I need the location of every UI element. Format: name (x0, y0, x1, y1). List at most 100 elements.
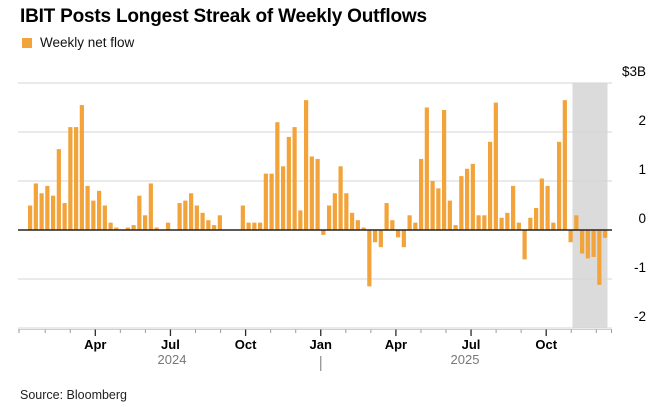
bar (240, 205, 245, 230)
bar (591, 230, 596, 257)
bar (499, 217, 504, 230)
bar (534, 207, 539, 230)
bar (183, 200, 188, 230)
bar (551, 222, 556, 230)
bar (407, 215, 412, 230)
bar (361, 227, 366, 230)
bar (424, 107, 429, 230)
bar (476, 215, 481, 230)
x-axis-month-label: Jul (161, 337, 180, 352)
x-axis-month-label: Apr (84, 337, 106, 352)
bar (373, 230, 378, 243)
bar (246, 222, 251, 230)
bar (568, 230, 573, 243)
bar (488, 141, 493, 230)
bar (148, 183, 153, 230)
legend-swatch-icon (22, 37, 32, 48)
bar (413, 222, 418, 230)
bar (332, 193, 337, 230)
y-axis-label: 0 (638, 211, 646, 226)
bar (574, 215, 579, 230)
highlight-band (572, 83, 608, 328)
bar (367, 230, 372, 287)
bar (74, 127, 79, 230)
bar (327, 205, 332, 230)
bar (453, 225, 458, 230)
bar (292, 127, 297, 230)
x-axis-month-label: Jan (310, 337, 332, 352)
bar (137, 195, 142, 230)
bar (539, 178, 544, 230)
bar (304, 100, 309, 231)
bar (355, 220, 360, 230)
x-axis-month-label: Oct (535, 337, 557, 352)
bar (516, 222, 521, 230)
bar (603, 230, 608, 238)
bar (401, 230, 406, 248)
bar (350, 212, 355, 230)
bar (97, 190, 102, 230)
bar (482, 215, 487, 230)
bar (200, 212, 205, 230)
bar (252, 222, 257, 230)
y-axis-label: 1 (638, 162, 646, 177)
source-note: Source: Bloomberg (20, 388, 128, 402)
legend: Weekly net flow (22, 35, 134, 50)
bar (263, 173, 268, 230)
bar (321, 230, 326, 235)
bar (56, 149, 61, 230)
bar (189, 193, 194, 230)
bar (79, 105, 84, 230)
legend-label: Weekly net flow (40, 35, 135, 50)
bar (206, 220, 211, 230)
bar (436, 188, 441, 230)
bar (528, 217, 533, 230)
bar (597, 230, 602, 285)
x-axis-year-label: 2025 (451, 352, 480, 367)
bar (522, 230, 527, 260)
bar (562, 100, 567, 231)
bar (309, 156, 314, 230)
bar (470, 163, 475, 230)
bar (258, 222, 263, 230)
bar (511, 185, 516, 230)
bar (143, 215, 148, 230)
bar (580, 230, 585, 254)
bar (419, 158, 424, 230)
bar (217, 215, 222, 230)
x-axis-month-label: Jul (462, 337, 481, 352)
bar (459, 176, 464, 230)
bar (62, 203, 67, 230)
bar (154, 227, 159, 230)
y-axis-label: -1 (634, 260, 646, 275)
chart-title: IBIT Posts Longest Streak of Weekly Outf… (20, 6, 427, 27)
bar (28, 205, 33, 230)
bar (344, 193, 349, 230)
bar (108, 222, 113, 230)
bar (51, 195, 56, 230)
bar (39, 193, 44, 230)
bar (338, 166, 343, 230)
bar (505, 212, 510, 230)
bar (447, 200, 452, 230)
bar (390, 220, 395, 230)
bar (275, 122, 280, 230)
bar (269, 173, 274, 230)
bar (212, 225, 217, 230)
x-axis-month-label: Apr (385, 337, 407, 352)
bar (102, 205, 107, 230)
bar (493, 102, 498, 230)
bar (545, 185, 550, 230)
bar (378, 230, 383, 248)
bar (585, 230, 590, 259)
bar (465, 168, 470, 230)
bar (33, 183, 38, 230)
y-axis-label: $3B (622, 64, 646, 79)
bar (281, 166, 286, 230)
bar (557, 141, 562, 230)
x-axis-year-label: 2024 (158, 352, 187, 367)
bar (442, 109, 447, 230)
bar (125, 227, 130, 230)
